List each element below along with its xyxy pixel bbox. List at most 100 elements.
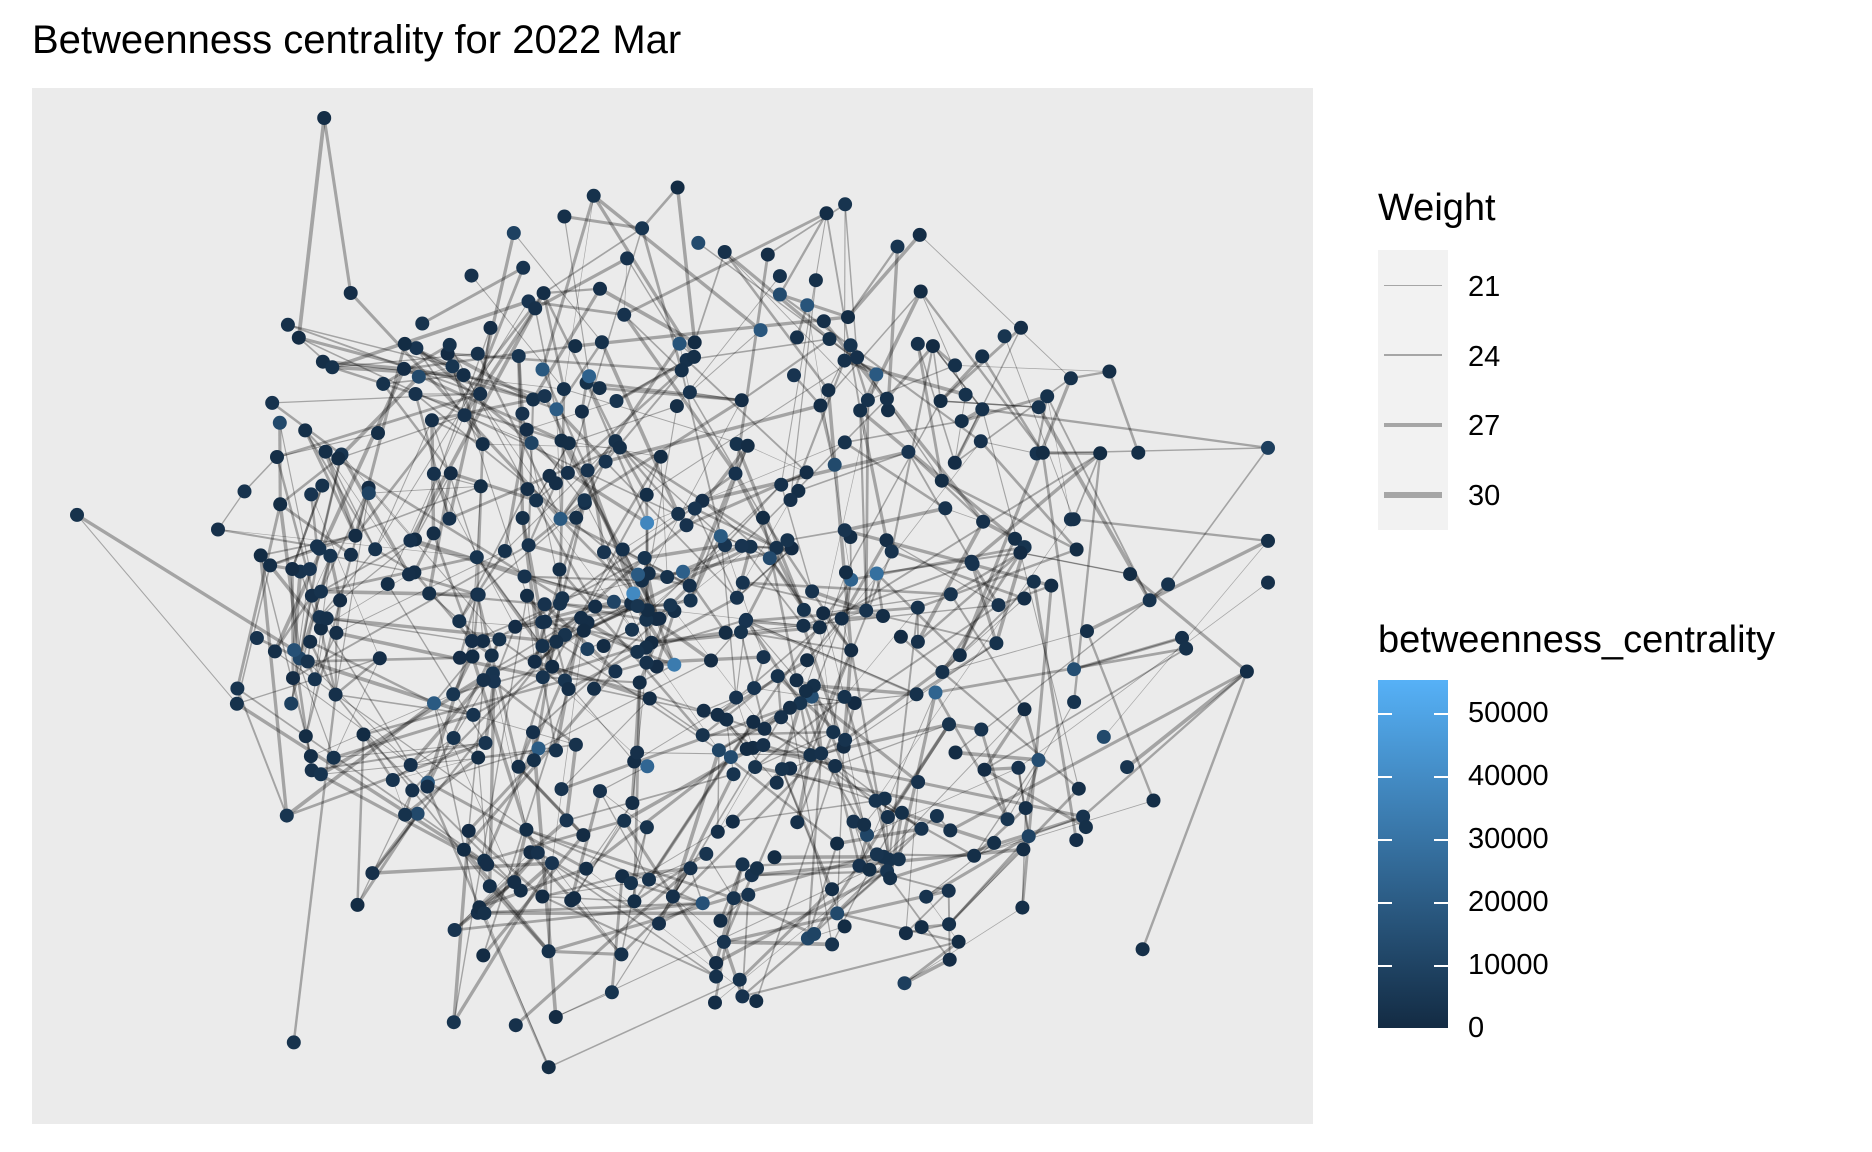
network-node — [443, 466, 458, 481]
network-edge — [1036, 447, 1269, 455]
network-node — [837, 435, 852, 450]
network-edge — [732, 800, 876, 823]
network-edge — [408, 572, 478, 596]
network-node — [997, 329, 1012, 344]
network-node — [942, 952, 957, 967]
network-edge — [886, 246, 900, 411]
network-node — [1096, 729, 1111, 744]
network-node — [473, 386, 488, 401]
network-node — [1017, 591, 1032, 606]
network-edge — [559, 602, 647, 622]
network-node — [302, 562, 317, 577]
network-node — [1131, 445, 1146, 460]
network-edge — [319, 671, 494, 776]
network-edge — [290, 595, 313, 704]
network-node — [361, 486, 376, 501]
network-edge — [689, 535, 723, 602]
network-node — [350, 897, 365, 912]
network-edge — [512, 829, 529, 883]
network-edge — [404, 756, 480, 816]
network-edge — [705, 853, 735, 899]
network-edge — [1019, 552, 1080, 789]
network-edge — [309, 640, 435, 705]
network-node — [586, 188, 601, 203]
network-node — [452, 614, 467, 629]
network-node — [894, 805, 909, 820]
network-edge — [798, 451, 909, 492]
network-edge — [604, 460, 738, 599]
network-node — [403, 758, 418, 772]
network-edge — [559, 460, 607, 520]
network-node — [843, 338, 858, 353]
network-edge — [891, 550, 1025, 600]
network-node — [630, 644, 645, 659]
network-edge — [741, 545, 805, 627]
network-node — [511, 759, 526, 774]
network-edge — [949, 670, 1248, 832]
network-edge — [741, 933, 815, 998]
network-edge — [905, 781, 919, 934]
network-node — [1161, 577, 1176, 592]
network-node — [515, 406, 530, 421]
network-edge — [718, 716, 782, 752]
network-node — [783, 700, 797, 715]
network-node — [869, 847, 884, 862]
network-edge — [476, 556, 543, 647]
network-edge — [633, 682, 642, 902]
network-edge — [740, 604, 999, 633]
network-node — [1035, 445, 1050, 460]
network-node — [508, 1018, 523, 1033]
network-edge — [810, 695, 920, 784]
network-edge — [724, 251, 869, 401]
network-node — [780, 533, 795, 548]
network-edge — [534, 256, 628, 310]
network-graph — [70, 111, 1275, 1075]
network-node — [457, 408, 472, 423]
network-edge — [722, 941, 745, 997]
network-edge — [478, 880, 516, 909]
network-node — [560, 465, 575, 480]
network-edge — [279, 457, 340, 506]
network-node — [671, 506, 686, 521]
network-edge — [649, 697, 704, 736]
color-label-40000: 40000 — [1468, 760, 1549, 792]
network-edge — [503, 429, 529, 552]
network-node — [687, 335, 702, 350]
network-node — [1135, 942, 1150, 957]
network-node — [640, 759, 655, 774]
network-edge — [427, 747, 539, 784]
network-edge — [541, 676, 558, 751]
color-label-30000: 30000 — [1468, 823, 1549, 855]
network-node — [506, 226, 521, 240]
network-node — [520, 588, 534, 603]
network-node — [975, 349, 990, 364]
network-edge — [217, 491, 246, 530]
network-node — [682, 385, 697, 400]
network-edge — [517, 355, 525, 414]
network-edge — [917, 548, 1077, 609]
network-node — [427, 696, 441, 711]
network-edge — [580, 549, 624, 619]
network-node — [881, 403, 895, 418]
network-node — [938, 501, 953, 516]
network-edge — [450, 471, 537, 503]
network-edge — [320, 589, 479, 597]
network-edge — [720, 536, 737, 698]
network-edge — [586, 381, 742, 402]
network-node — [857, 817, 872, 832]
network-node — [303, 749, 318, 764]
network-edge — [1042, 451, 1101, 455]
network-node — [912, 227, 927, 242]
network-edge — [983, 708, 1026, 771]
network-edge — [542, 895, 635, 903]
network-edge — [331, 299, 530, 370]
network-edge — [453, 595, 528, 1023]
network-node — [812, 620, 827, 635]
network-edge — [555, 341, 603, 410]
network-node — [348, 528, 363, 543]
network-node — [910, 600, 925, 615]
network-node — [608, 664, 623, 679]
network-node — [365, 866, 380, 881]
network-node — [446, 1015, 461, 1030]
network-edge — [849, 650, 891, 860]
